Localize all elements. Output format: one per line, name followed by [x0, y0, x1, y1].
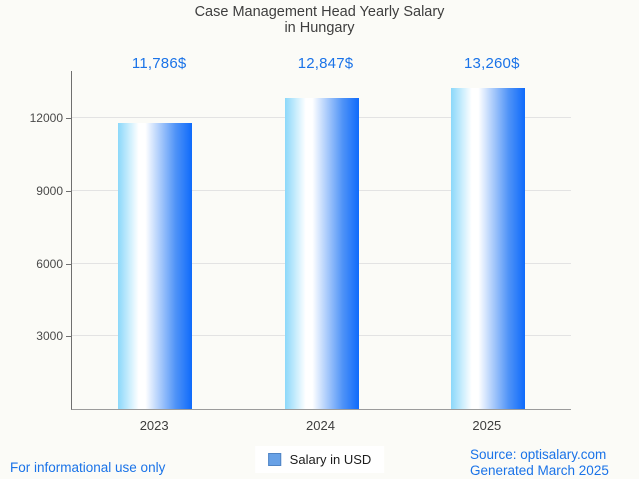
- legend-swatch-icon: [267, 453, 281, 466]
- y-tick-label-6000: 6000: [36, 256, 63, 271]
- chart-title: Case Management Head Yearly Salary in Hu…: [0, 4, 639, 36]
- bar-2025: [450, 87, 525, 409]
- legend: Salary in USD: [254, 446, 385, 473]
- chart-title-line1: Case Management Head Yearly Salary: [194, 4, 445, 20]
- x-tick-label-2025: 2025: [472, 418, 502, 433]
- value-label-2023: 11,786$: [131, 55, 187, 72]
- source-block: Source: optisalary.com Generated March 2…: [470, 447, 609, 478]
- disclaimer-text: For informational use only: [10, 460, 166, 475]
- legend-label: Salary in USD: [289, 452, 372, 467]
- y-tick-mark-12000: [66, 118, 71, 120]
- y-tick-label-9000: 9000: [36, 183, 63, 198]
- y-tick-mark-9000: [66, 190, 71, 192]
- y-tick-mark-3000: [66, 336, 71, 338]
- chart-title-line2: in Hungary: [284, 20, 355, 36]
- y-tick-mark-6000: [66, 263, 71, 265]
- y-tick-label-3000: 3000: [36, 329, 63, 344]
- value-label-2024: 12,847$: [297, 55, 354, 72]
- x-tick-label-2023: 2023: [139, 418, 169, 433]
- value-label-2025: 13,260$: [464, 55, 520, 72]
- x-tick-label-2024: 2024: [306, 418, 335, 433]
- plot-area: [71, 71, 571, 410]
- generated-text: Generated March 2025: [470, 462, 609, 478]
- bar-2023: [118, 123, 193, 409]
- bar-2024: [284, 97, 359, 409]
- y-tick-label-12000: 12000: [29, 111, 63, 126]
- source-text: Source: optisalary.com: [470, 447, 607, 462]
